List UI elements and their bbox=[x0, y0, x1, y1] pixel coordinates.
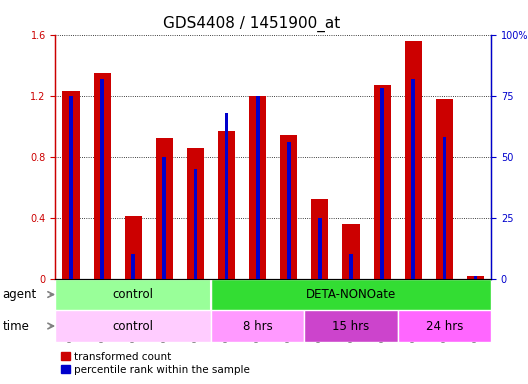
Bar bbox=[100, 78, 104, 279]
Bar bbox=[156, 138, 173, 279]
Text: DETA-NONOate: DETA-NONOate bbox=[306, 288, 396, 301]
Bar bbox=[225, 113, 229, 279]
Bar bbox=[467, 276, 484, 279]
Bar bbox=[69, 96, 73, 279]
Text: control: control bbox=[112, 288, 154, 301]
Text: 24 hrs: 24 hrs bbox=[426, 319, 463, 333]
Bar bbox=[280, 135, 297, 279]
Bar bbox=[131, 254, 135, 279]
Bar bbox=[55, 310, 211, 342]
Bar bbox=[62, 91, 80, 279]
Bar bbox=[218, 131, 235, 279]
Bar bbox=[380, 88, 384, 279]
Text: time: time bbox=[3, 319, 30, 333]
Bar bbox=[436, 99, 453, 279]
Bar bbox=[312, 199, 328, 279]
Text: 15 hrs: 15 hrs bbox=[333, 319, 370, 333]
Bar bbox=[474, 276, 477, 279]
Text: GDS4408 / 1451900_at: GDS4408 / 1451900_at bbox=[164, 15, 341, 31]
Bar bbox=[442, 137, 446, 279]
Bar bbox=[411, 78, 415, 279]
Bar bbox=[249, 96, 266, 279]
Bar bbox=[194, 169, 197, 279]
Text: control: control bbox=[112, 319, 154, 333]
Bar bbox=[404, 41, 422, 279]
Bar bbox=[93, 73, 111, 279]
Bar bbox=[211, 310, 304, 342]
Bar bbox=[304, 310, 398, 342]
Bar bbox=[287, 142, 290, 279]
Bar bbox=[256, 96, 260, 279]
Bar bbox=[343, 224, 360, 279]
Bar bbox=[349, 254, 353, 279]
Bar bbox=[163, 157, 166, 279]
Bar bbox=[55, 279, 211, 310]
Legend: transformed count, percentile rank within the sample: transformed count, percentile rank withi… bbox=[61, 352, 250, 375]
Bar bbox=[398, 310, 491, 342]
Bar bbox=[374, 85, 391, 279]
Bar bbox=[125, 216, 142, 279]
Bar bbox=[187, 147, 204, 279]
Bar bbox=[211, 279, 491, 310]
Text: agent: agent bbox=[3, 288, 37, 301]
Bar bbox=[318, 218, 322, 279]
Text: 8 hrs: 8 hrs bbox=[243, 319, 272, 333]
